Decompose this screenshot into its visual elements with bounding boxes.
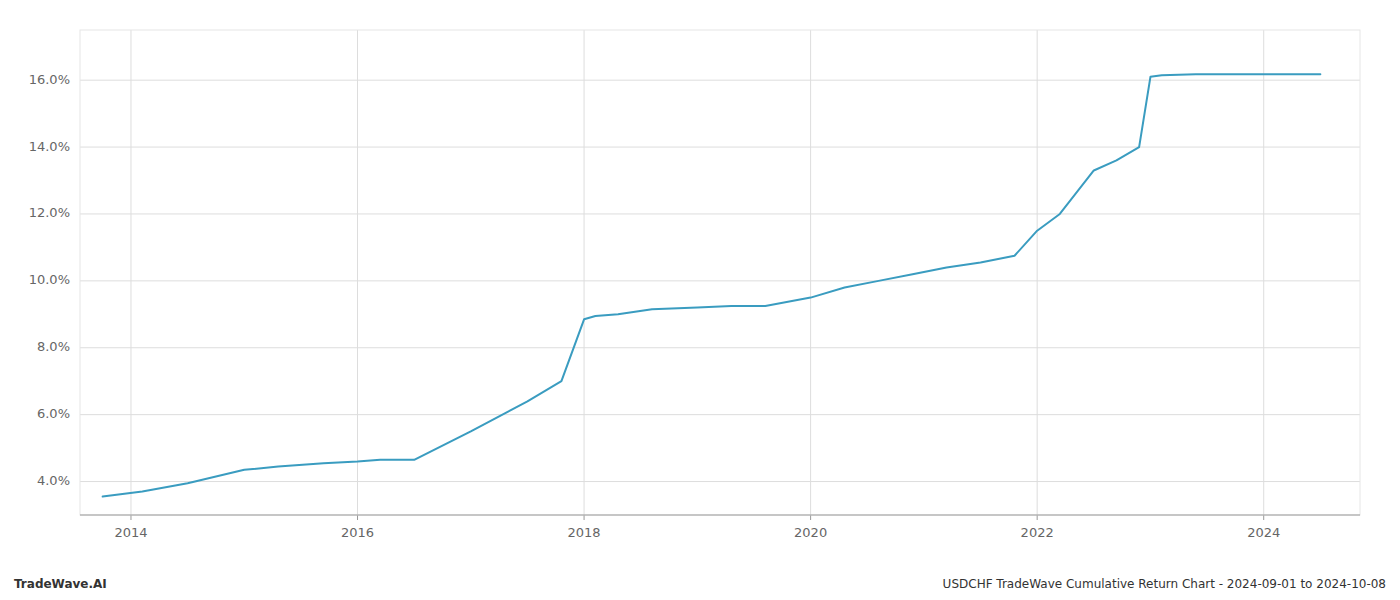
plot-frame: [80, 30, 1360, 515]
x-grid-line: [130, 30, 131, 515]
y-tick-label: 6.0%: [37, 406, 70, 421]
x-tick-label: 2020: [794, 525, 827, 540]
x-tick-mark: [810, 515, 811, 520]
x-axis-line: [80, 515, 1360, 516]
x-grid-line: [1037, 30, 1038, 515]
y-tick-label: 8.0%: [37, 339, 70, 354]
y-tick-label: 12.0%: [29, 205, 70, 220]
x-grid-line: [810, 30, 811, 515]
axes: 4.0% 6.0% 8.0% 10.0% 12.0% 14.0% 16.0% 2014 2016…: [29, 30, 1360, 540]
y-tick-label: 4.0%: [37, 473, 70, 488]
footer: TradeWave.AI USDCHF TradeWave Cumulative …: [14, 577, 1386, 591]
plot-area: [103, 74, 1321, 496]
x-tick-mark: [1037, 515, 1038, 520]
x-tick-label: 2024: [1247, 525, 1280, 540]
x-tick-label: 2018: [568, 525, 601, 540]
x-tick-mark: [130, 515, 131, 520]
y-grid-line: [80, 414, 1360, 415]
x-grid-line: [357, 30, 358, 515]
y-tick-label: 16.0%: [29, 72, 70, 87]
x-tick-label: 2014: [114, 525, 147, 540]
footer-left: TradeWave.AI: [14, 577, 107, 591]
chart-svg: 4.0% 6.0% 8.0% 10.0% 12.0% 14.0% 16.0% 2014 2016…: [0, 0, 1400, 600]
y-grid-line: [80, 80, 1360, 81]
x-grid-line: [584, 30, 585, 515]
y-tick-label: 10.0%: [29, 272, 70, 287]
y-grid-line: [80, 280, 1360, 281]
grid: [80, 30, 1360, 515]
y-grid-line: [80, 481, 1360, 482]
return-line: [103, 74, 1321, 496]
x-tick-label: 2016: [341, 525, 374, 540]
chart-container: 4.0% 6.0% 8.0% 10.0% 12.0% 14.0% 16.0% 2014 2016…: [0, 0, 1400, 600]
y-grid-line: [80, 213, 1360, 214]
x-grid-line: [1263, 30, 1264, 515]
x-tick-mark: [584, 515, 585, 520]
x-tick-mark: [1263, 515, 1264, 520]
x-tick-label: 2022: [1021, 525, 1054, 540]
x-tick-mark: [357, 515, 358, 520]
y-tick-label: 14.0%: [29, 139, 70, 154]
footer-right: USDCHF TradeWave Cumulative Return Chart…: [943, 577, 1386, 591]
y-grid-line: [80, 147, 1360, 148]
y-grid-line: [80, 347, 1360, 348]
